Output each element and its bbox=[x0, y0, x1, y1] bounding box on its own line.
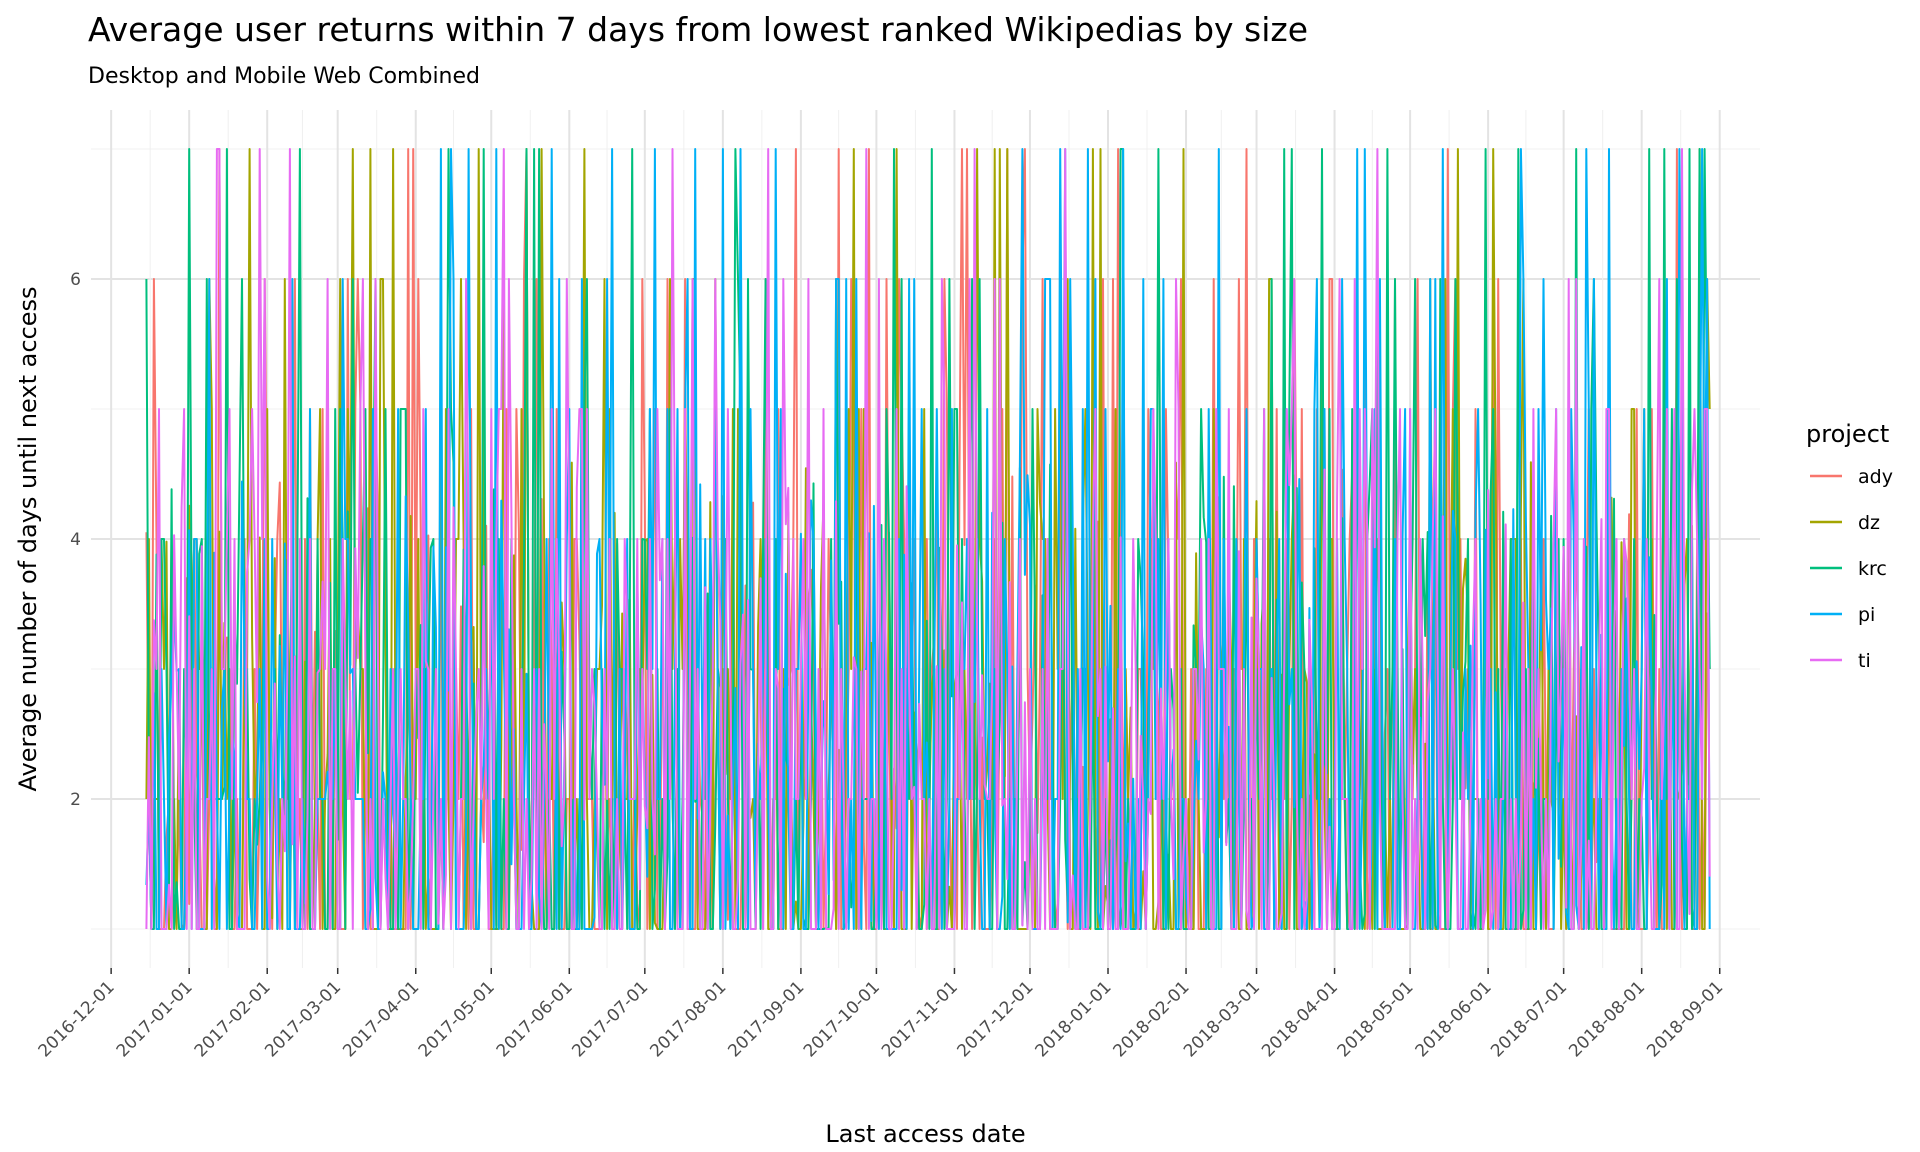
y-tick-label: 4 bbox=[70, 530, 81, 550]
x-tick-label: 2018-08-01 bbox=[1565, 977, 1649, 1061]
x-tick-label: 2016-12-01 bbox=[35, 977, 119, 1061]
x-tick-label: 2018-04-01 bbox=[1258, 977, 1342, 1061]
legend-label-ady: ady bbox=[1858, 466, 1893, 488]
legend-label-dz: dz bbox=[1858, 512, 1880, 534]
legend-title: project bbox=[1806, 420, 1889, 448]
legend-label-ti: ti bbox=[1858, 650, 1871, 672]
x-tick-label: 2017-01-01 bbox=[113, 977, 197, 1061]
x-tick-label: 2018-05-01 bbox=[1334, 977, 1418, 1061]
series-line-ti bbox=[145, 148, 1711, 930]
y-axis-title: Average number of days until next access bbox=[14, 287, 42, 792]
x-tick-label: 2017-11-01 bbox=[878, 977, 962, 1061]
x-tick-label: 2017-10-01 bbox=[800, 977, 884, 1061]
legend-label-pi: pi bbox=[1858, 604, 1875, 626]
x-tick-label: 2017-05-01 bbox=[415, 977, 499, 1061]
x-tick-label: 2017-07-01 bbox=[568, 977, 652, 1061]
legend-label-krc: krc bbox=[1858, 558, 1887, 580]
y-tick-label: 2 bbox=[70, 790, 81, 810]
x-axis-title: Last access date bbox=[825, 1120, 1025, 1148]
x-tick-label: 2018-07-01 bbox=[1487, 977, 1571, 1061]
legend: project ady dz krc pi ti bbox=[1806, 420, 1893, 672]
x-tick-label: 2017-09-01 bbox=[724, 977, 808, 1061]
x-tick-label: 2017-04-01 bbox=[339, 977, 423, 1061]
x-tick-label: 2017-06-01 bbox=[493, 977, 577, 1061]
x-tick-label: 2018-06-01 bbox=[1412, 977, 1496, 1061]
x-tick-label: 2017-03-01 bbox=[261, 977, 345, 1061]
chart-title: Average user returns within 7 days from … bbox=[88, 10, 1309, 49]
series-layer bbox=[145, 148, 1711, 930]
x-axis-ticks: 2016-12-012017-01-012017-02-012017-03-01… bbox=[35, 968, 1727, 1061]
x-tick-label: 2018-09-01 bbox=[1643, 977, 1727, 1061]
x-tick-label: 2017-08-01 bbox=[646, 977, 730, 1061]
series-line-pi bbox=[145, 148, 1711, 930]
y-axis-ticks: 2 4 6 bbox=[70, 270, 81, 810]
y-tick-label: 6 bbox=[70, 270, 81, 290]
chart-subtitle: Desktop and Mobile Web Combined bbox=[88, 64, 480, 89]
x-tick-label: 2018-01-01 bbox=[1032, 977, 1116, 1061]
x-tick-label: 2018-03-01 bbox=[1180, 977, 1264, 1061]
x-tick-label: 2017-12-01 bbox=[954, 977, 1038, 1061]
